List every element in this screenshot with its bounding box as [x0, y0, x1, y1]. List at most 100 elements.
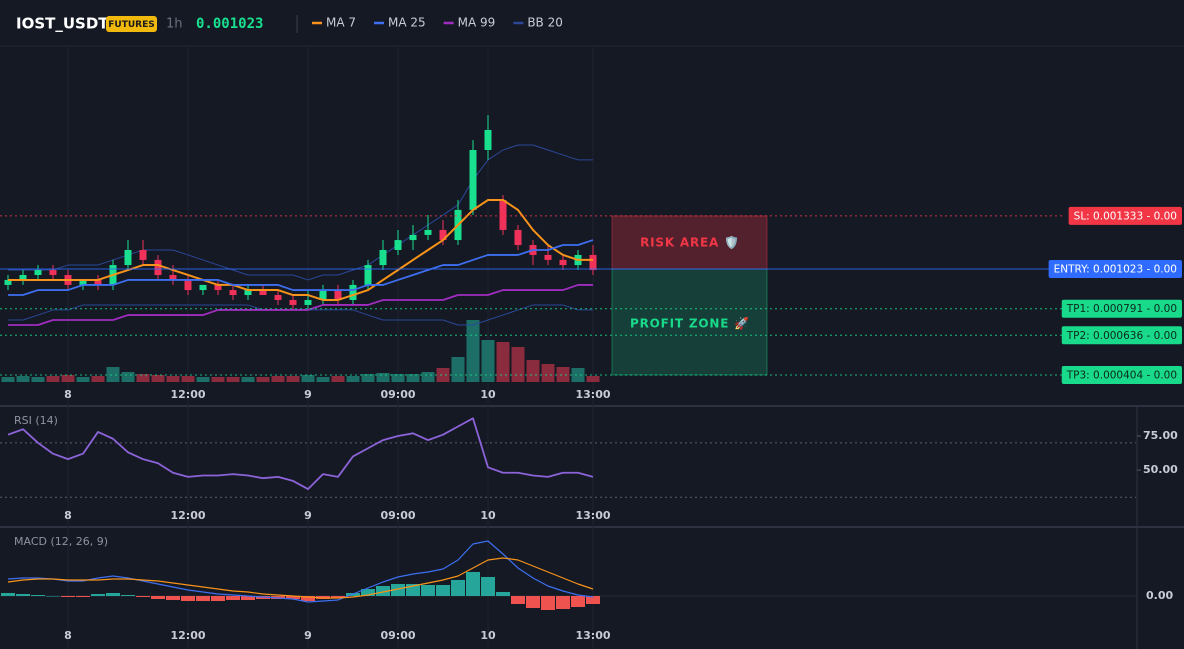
x-tick-label: 09:00 [380, 509, 415, 522]
rsi-line [7, 417, 594, 490]
candle-body [244, 290, 252, 296]
candle-body [94, 279, 102, 285]
volume-bar [331, 376, 345, 382]
volume-bar [451, 357, 465, 382]
candle-body [289, 299, 297, 305]
x-tick-label: 12:00 [170, 509, 205, 522]
macd-histogram-bar [571, 596, 585, 607]
macd-histogram-bar [466, 572, 480, 596]
candle-body [199, 284, 207, 291]
x-tick-label: 13:00 [575, 509, 610, 522]
volume-bar [256, 377, 270, 382]
legend-label: MA 99 [458, 16, 496, 30]
macd-histogram-bar [106, 593, 120, 596]
legend-label: MA 25 [388, 16, 426, 30]
volume-bar [61, 375, 75, 382]
candle-body [364, 265, 372, 285]
volume-bar [121, 372, 135, 382]
zone-label: PROFIT ZONE 🚀 [630, 316, 750, 330]
volume-bar [226, 377, 240, 382]
signal-line [7, 557, 594, 599]
macd-histogram-bar [421, 585, 435, 596]
candle-body [499, 199, 507, 230]
volume-bar [211, 377, 225, 382]
volume-bar [436, 368, 450, 382]
price-tag [1061, 326, 1182, 345]
macd-histogram-bar [166, 596, 180, 600]
macd-title: MACD (12, 26, 9) [14, 535, 108, 548]
macd-histogram-bar [61, 596, 75, 597]
macd-histogram-bar [181, 596, 195, 601]
volume-bar [526, 360, 540, 382]
candle-body [169, 274, 177, 280]
candle-body [124, 249, 132, 266]
volume-bar [496, 342, 510, 382]
macd-histogram-bar [481, 577, 495, 596]
macd-histogram-bar [286, 596, 300, 599]
candle-body [544, 254, 552, 260]
candle-body [214, 284, 222, 291]
volume-bar [181, 376, 195, 382]
macd-histogram-bar [1, 593, 15, 596]
macd-histogram-bar [301, 596, 315, 601]
candle-body [4, 279, 12, 285]
x-tick-label: 10 [480, 388, 496, 401]
y-tick-label: 0.00 [1146, 589, 1173, 602]
candle-body [514, 229, 522, 246]
macd-histogram-bar [226, 596, 240, 600]
candle-body [19, 274, 27, 280]
macd-histogram-bar [451, 580, 465, 596]
volume-bar [16, 376, 30, 382]
volume-bar [316, 377, 330, 382]
symbol: IOST_USDT [16, 15, 109, 33]
volume-bar [106, 367, 120, 382]
zone-label: RISK AREA 🛡️ [640, 235, 740, 249]
volume-bar [481, 340, 495, 382]
x-tick-label: 13:00 [575, 388, 610, 401]
volume-bar [1, 377, 15, 382]
volume-bar [346, 376, 360, 382]
candle-body [274, 295, 282, 300]
volume-bar [46, 376, 60, 382]
macd-histogram-bar [526, 596, 540, 608]
macd-histogram-bar [436, 585, 450, 596]
volume-bar [421, 372, 435, 382]
volume-bar [511, 347, 525, 382]
macd-histogram-bar [331, 596, 345, 598]
price-tag [1048, 259, 1182, 278]
volume-bar [91, 376, 105, 382]
macd-histogram-bar [556, 596, 570, 609]
candle-body [184, 279, 192, 291]
candle-body [319, 290, 327, 300]
macd-histogram-bar [586, 596, 600, 604]
candle-body [439, 229, 447, 241]
bb-upper [8, 144, 593, 281]
macd-histogram-bar [46, 596, 60, 597]
price-tag-label: TP3: 0.000404 - 0.00 [1066, 369, 1177, 381]
price-tag [1061, 299, 1182, 318]
volume-bar [556, 367, 570, 382]
volume-bar [76, 377, 90, 382]
x-tick-label: 09:00 [380, 629, 415, 642]
macd-histogram-bar [196, 596, 210, 601]
candle-body [424, 229, 432, 235]
rsi-title: RSI (14) [14, 414, 58, 427]
macd-histogram-bar [361, 589, 375, 596]
candle-body [379, 249, 387, 266]
y-tick-label: 50.00 [1143, 463, 1178, 476]
candle-body [559, 259, 567, 266]
candle-body [589, 254, 597, 271]
price-tag-label: TP1: 0.000791 - 0.00 [1066, 303, 1177, 315]
x-tick-label: 13:00 [575, 629, 610, 642]
macd-histogram-bar [31, 595, 45, 596]
risk-zone [611, 215, 768, 270]
macd-histogram-bar [16, 594, 30, 596]
macd-histogram-bar [511, 596, 525, 604]
volume-bar [196, 377, 210, 382]
x-tick-label: 9 [304, 509, 312, 522]
candle-body [154, 259, 162, 275]
volume-bar [571, 368, 585, 382]
price-tag-label: TP2: 0.000636 - 0.00 [1066, 330, 1177, 342]
candle-body [349, 284, 357, 300]
x-tick-label: 8 [64, 509, 72, 522]
